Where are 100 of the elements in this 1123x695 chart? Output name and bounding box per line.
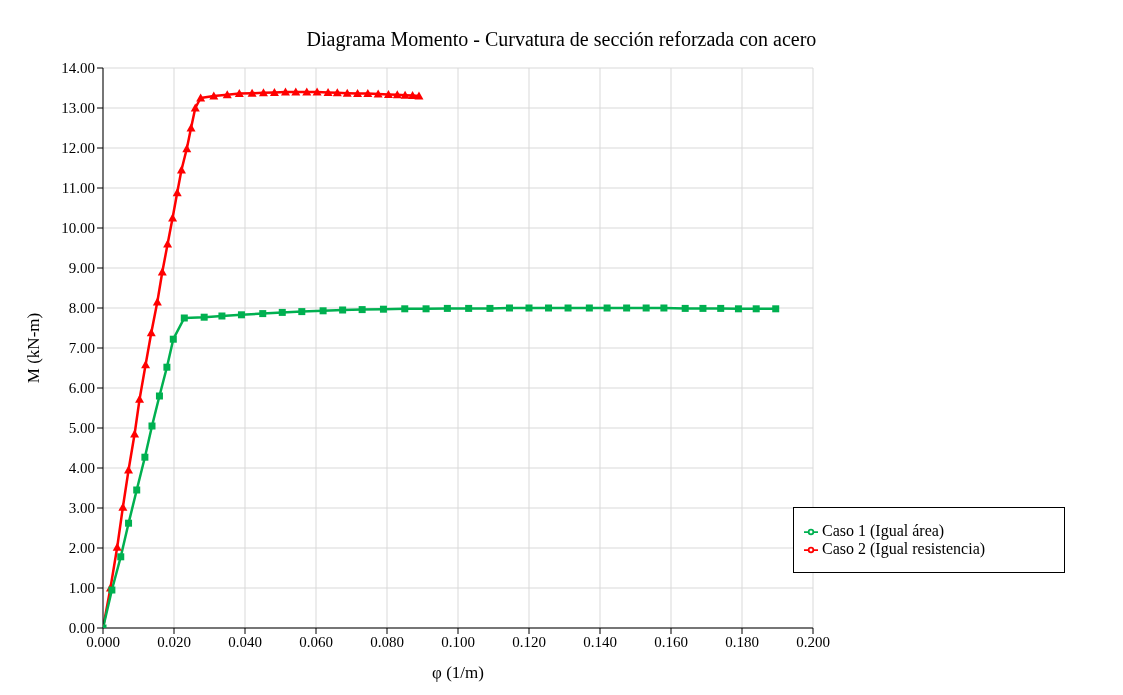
point [312,87,322,96]
point [486,304,494,312]
x-tick-label: 0.200 [796,633,830,650]
x-tick-label: 0.140 [583,633,617,650]
point [545,304,553,312]
point [505,304,513,312]
point [302,87,312,96]
y-axis-title: M (kN-m) [24,312,44,384]
point [383,89,393,98]
y-tick-label: 14.00 [61,60,95,77]
point [298,308,306,316]
point [222,90,232,99]
y-tick-label: 6.00 [68,380,95,397]
x-tick-label: 0.120 [512,633,546,650]
point [118,502,128,511]
point [124,465,134,474]
point [234,89,244,98]
x-tick-label: 0.020 [157,633,191,650]
y-tick-label: 11.00 [61,180,95,197]
point [443,304,451,312]
point [141,360,151,369]
y-tick-label: 13.00 [61,100,95,117]
point [209,91,219,100]
point [585,304,593,312]
point [323,87,333,96]
point [734,305,742,313]
point [117,553,125,561]
point [358,306,366,314]
point [112,542,122,551]
point [182,144,192,153]
point [699,304,707,312]
point [353,89,363,98]
y-tick-label: 3.00 [68,500,95,517]
legend-label: Caso 2 (Igual resistencia) [822,540,986,557]
x-tick-label: 0.060 [299,633,333,650]
point [196,93,206,102]
point [148,422,156,430]
point [291,87,301,96]
point [157,267,167,276]
point [125,519,133,527]
point [717,304,725,312]
point [218,312,226,320]
y-tick-label: 12.00 [61,140,95,157]
point [168,213,178,222]
point [186,123,196,132]
x-tick-label: 0.100 [441,633,475,650]
point [258,88,268,97]
point [392,90,402,99]
point [642,304,650,312]
point [465,304,473,312]
y-tick-label: 7.00 [68,340,95,357]
y-tick-label: 8.00 [68,300,95,317]
point [169,335,177,343]
x-tick-label: 0.040 [228,633,262,650]
y-tick-label: 5.00 [68,420,95,437]
point [163,363,171,371]
y-tick-label: 4.00 [68,460,95,477]
point [339,306,347,314]
x-tick-label: 0.180 [725,633,759,650]
point [141,453,149,461]
x-tick-label: 0.160 [654,633,688,650]
point [190,103,200,112]
point [603,304,611,312]
point [176,165,186,174]
point [363,89,373,98]
point [414,91,424,100]
point [422,305,430,313]
point [180,314,188,322]
point [772,305,780,313]
point [623,304,631,312]
point [280,87,290,96]
point [259,310,267,318]
legend-label: Caso 1 (Igual área) [822,522,945,539]
x-axis-title: φ (1/m) [432,663,484,682]
point [525,304,533,312]
y-tick-label: 9.00 [68,260,95,277]
y-tick-label: 1.00 [68,580,95,597]
point [247,88,257,97]
point [237,311,245,319]
y-tick-label: 2.00 [68,540,95,557]
point [163,239,173,248]
point [200,313,208,321]
x-tick-label: 0.080 [370,633,404,650]
point [155,392,163,400]
point [146,328,156,337]
point [752,305,760,313]
point [172,188,182,197]
point [660,304,668,312]
point [152,297,162,306]
point [373,89,383,98]
point [401,305,409,313]
point [319,307,327,315]
y-tick-label: 10.00 [61,220,95,237]
point [400,90,410,99]
point [278,308,286,316]
point [332,88,342,97]
point [681,304,689,312]
point [342,88,352,97]
chart-title: Diagrama Momento - Curvatura de sección reforzada con acero [305,27,818,53]
point [133,486,141,494]
